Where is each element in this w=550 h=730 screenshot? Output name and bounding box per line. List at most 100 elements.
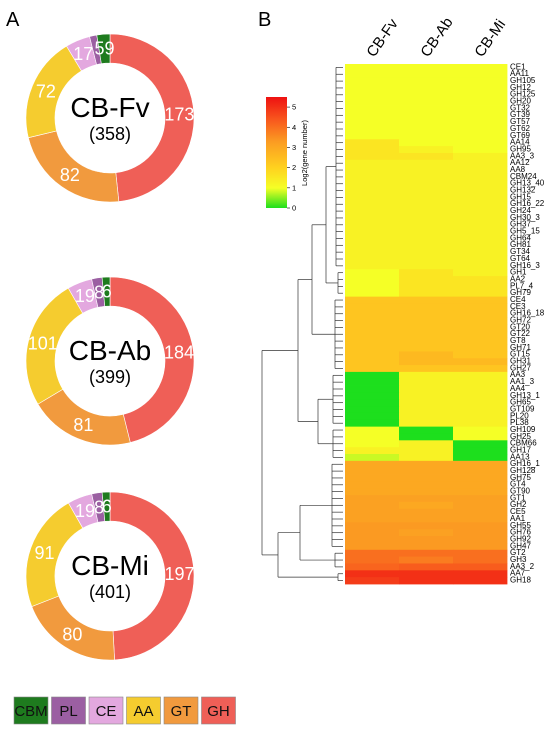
- heatmap-row-label: GT1: [510, 493, 526, 502]
- heatmap-cell: [399, 570, 454, 578]
- heatmap-cell: [399, 166, 454, 174]
- heatmap-cell: [345, 433, 400, 441]
- heatmap-cell: [399, 454, 454, 462]
- heatmap-cell: [453, 125, 508, 133]
- heatmap-row-label: GT69: [510, 131, 531, 140]
- heatmap-cell: [399, 536, 454, 544]
- heatmap-cell: [345, 536, 400, 544]
- donut-value-label: 82: [60, 165, 80, 185]
- heatmap-cell: [345, 159, 400, 168]
- heatmap-cell: [453, 296, 508, 304]
- heatmap-cell: [399, 508, 454, 516]
- legend-swatch-aa: [126, 696, 161, 725]
- heatmap-row-label: GT64: [510, 254, 531, 263]
- heatmap-cell: [345, 371, 400, 380]
- heatmap-cell: [453, 371, 508, 380]
- heatmap-cell: [399, 515, 454, 523]
- heatmap-cell: [453, 248, 508, 256]
- heatmap-cell: [453, 159, 508, 168]
- heatmap-cell: [453, 200, 508, 209]
- heatmap-cell: [399, 549, 454, 558]
- heatmap-cell: [399, 351, 454, 359]
- heatmap-row-label: GH24: [510, 206, 531, 215]
- heatmap-cell: [345, 474, 400, 482]
- heatmap-cell: [399, 433, 454, 441]
- heatmap-cell: [399, 235, 454, 243]
- heatmap-row-label: AA1: [510, 514, 526, 523]
- heatmap-row-label: AA14: [510, 138, 530, 147]
- heatmap-cell: [453, 173, 508, 181]
- heatmap-row-label: GT4: [510, 480, 526, 489]
- heatmap-row-label: GT62: [510, 124, 531, 133]
- heatmap-cell: [399, 542, 454, 551]
- heatmap-cell: [453, 399, 508, 407]
- heatmap-cell: [399, 365, 454, 373]
- heatmap-cell: [399, 276, 454, 284]
- heatmap-row-label: GH109: [510, 425, 536, 434]
- heatmap-cell: [453, 235, 508, 243]
- legend-swatch-gt: [163, 696, 199, 725]
- heatmap-row-label: CE1: [510, 62, 526, 71]
- heatmap-cell: [453, 70, 508, 79]
- heatmap-cell: [453, 426, 508, 434]
- heatmap-cell: [399, 262, 454, 270]
- heatmap-row-label: GT8: [510, 336, 526, 345]
- heatmap-cell: [399, 399, 454, 407]
- heatmap-row-label: GH31: [510, 357, 531, 366]
- heatmap-cell: [453, 111, 508, 120]
- heatmap-row-label: AA11: [510, 69, 530, 78]
- heatmap-cell: [399, 207, 454, 215]
- heatmap-row-label: GH16_22: [510, 199, 545, 208]
- heatmap-row-label: CBM66: [510, 439, 537, 448]
- heatmap-cell: [453, 255, 508, 263]
- heatmap-row-label: GH27: [510, 363, 531, 372]
- heatmap-cell: [345, 91, 400, 99]
- heatmap-cell: [345, 262, 400, 270]
- heatmap-cell: [345, 194, 400, 202]
- heatmap-cell: [453, 481, 508, 489]
- colorbar-tick-label: 5: [292, 103, 296, 112]
- heatmap-row-label: GT90: [510, 487, 531, 496]
- heatmap-row-label: GH13_40: [510, 179, 545, 188]
- heatmap-cell: [399, 105, 454, 113]
- donut-value-label: 91: [34, 543, 54, 563]
- heatmap-cell: [399, 118, 454, 126]
- heatmap-cell: [345, 77, 400, 85]
- colorbar-tick-label: 2: [292, 163, 296, 172]
- heatmap-cell: [453, 282, 508, 291]
- heatmap-cell: [453, 337, 508, 345]
- heatmap-cell: [345, 542, 400, 551]
- heatmap-cell: [399, 214, 454, 222]
- heatmap-cell: [453, 187, 508, 195]
- heatmap-cell: [399, 132, 454, 140]
- heatmap-cell: [453, 467, 508, 475]
- heatmap-cell: [399, 269, 454, 277]
- donut-slice-cbm: [96, 33, 111, 65]
- heatmap-cell: [345, 269, 400, 277]
- donut-value-label: 8: [94, 497, 104, 517]
- heatmap-row-label: CE5: [510, 507, 526, 516]
- heatmap-cell: [453, 317, 508, 325]
- heatmap-cell: [345, 501, 400, 510]
- heatmap-cell: [345, 207, 400, 215]
- heatmap-row-label: AA13: [510, 452, 530, 461]
- heatmap-cell: [399, 139, 454, 147]
- heatmap-cell: [453, 488, 508, 496]
- heatmap-cell: [345, 358, 400, 366]
- heatmap-cell: [345, 481, 400, 489]
- heatmap-row-label: AA2: [510, 274, 526, 283]
- donut-chart-cb-mi: 197 80 91 19 86 CB-Mi (401): [25, 491, 194, 661]
- heatmap-cell: [453, 152, 508, 161]
- heatmap: CE1AA11GH105GH12GH125GH20GT32GT39GT57GT6…: [261, 14, 545, 585]
- legend: CBM PL CE AA GT GH: [13, 696, 236, 725]
- heatmap-row-label: GT15: [510, 350, 531, 359]
- heatmap-cell: [399, 77, 454, 85]
- heatmap-cell: [345, 419, 400, 428]
- heatmap-cell: [453, 378, 508, 386]
- heatmap-cell: [453, 324, 508, 332]
- heatmap-cell: [453, 447, 508, 455]
- heatmap-cell: [399, 447, 454, 455]
- heatmap-row-label: GH37: [510, 220, 531, 229]
- heatmap-cell: [345, 440, 400, 448]
- heatmap-cell: [399, 180, 454, 188]
